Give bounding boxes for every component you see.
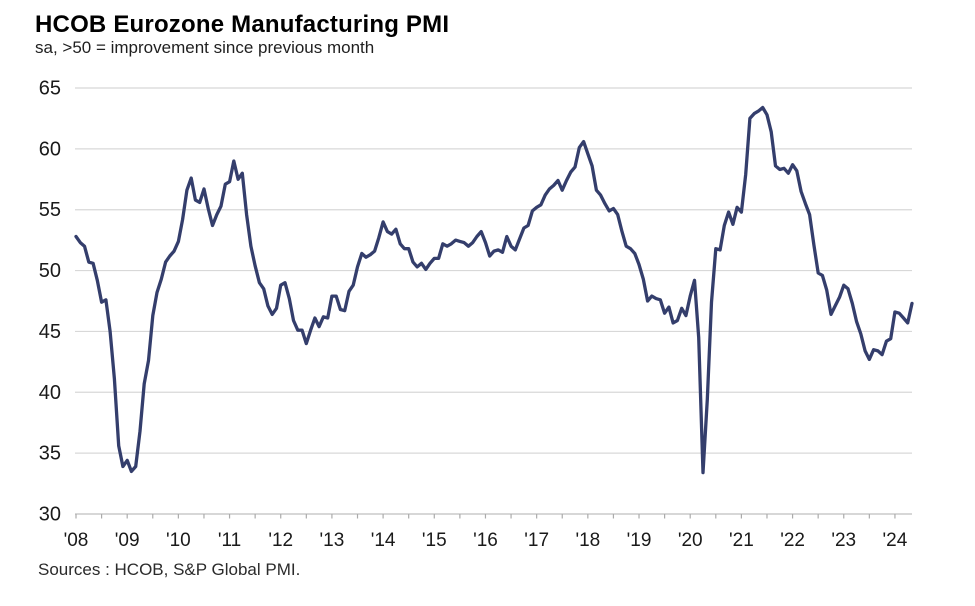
- x-axis-label: '17: [524, 530, 549, 551]
- x-axis-label: '08: [64, 530, 89, 551]
- y-axis-label: 50: [39, 260, 61, 282]
- y-axis-label: 40: [39, 382, 61, 404]
- y-axis-label: 55: [39, 199, 61, 221]
- x-axis-label: '24: [883, 530, 908, 551]
- x-axis-label: '19: [627, 530, 652, 551]
- x-axis-label: '10: [166, 530, 191, 551]
- x-axis-label: '21: [729, 530, 754, 551]
- x-axis-label: '14: [371, 530, 396, 551]
- x-axis-label: '18: [575, 530, 600, 551]
- y-axis-label: 35: [39, 443, 61, 465]
- x-axis-label: '15: [422, 530, 447, 551]
- x-axis-label: '09: [115, 530, 140, 551]
- x-axis-label: '13: [320, 530, 345, 551]
- x-axis-label: '11: [218, 530, 241, 551]
- x-axis-label: '20: [678, 530, 703, 551]
- x-axis-label: '22: [780, 530, 805, 551]
- x-axis-label: '12: [268, 530, 293, 551]
- chart-title: HCOB Eurozone Manufacturing PMI: [35, 11, 450, 38]
- pmi-line: [74, 105, 914, 475]
- y-axis-label: 30: [39, 504, 61, 526]
- y-axis-label: 60: [39, 138, 61, 160]
- x-axis-label: '23: [831, 530, 856, 551]
- chart-subtitle: sa, >50 = improvement since previous mon…: [35, 38, 375, 57]
- y-axis-label: 65: [39, 78, 61, 100]
- y-axis-label: 45: [39, 321, 61, 343]
- source-note: Sources : HCOB, S&P Global PMI.: [38, 560, 301, 579]
- x-axis-label: '16: [473, 530, 498, 551]
